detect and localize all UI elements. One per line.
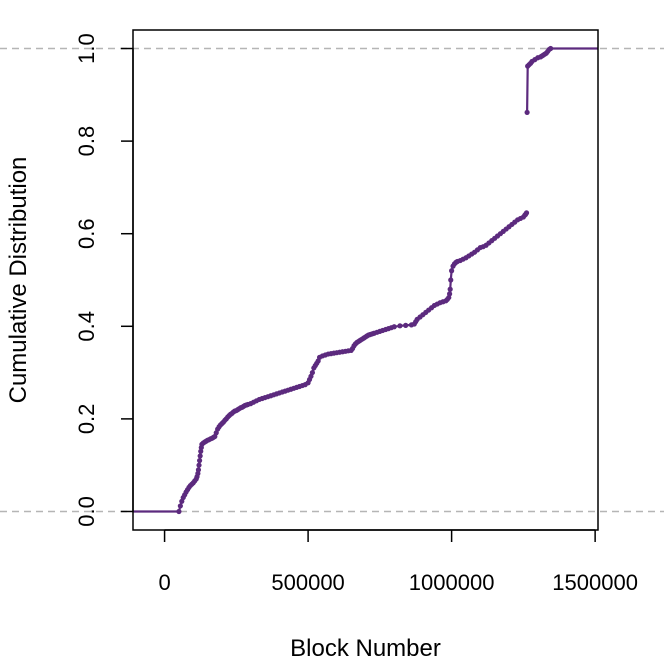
data-point: [196, 462, 202, 468]
y-tick-label: 0.2: [74, 404, 99, 435]
data-point: [403, 322, 409, 328]
data-points: [133, 45, 598, 515]
x-tick-label: 500000: [271, 570, 344, 595]
y-tick-label: 0.8: [74, 126, 99, 157]
y-axis-title: Cumulative Distribution: [5, 157, 32, 404]
data-point: [196, 457, 203, 464]
data-point: [176, 508, 182, 515]
y-tick-label: 0.0: [74, 496, 99, 527]
x-tick-label: 1000000: [409, 570, 495, 595]
data-point: [448, 277, 454, 283]
y-tick-label: 0.4: [74, 311, 99, 342]
data-point: [397, 323, 403, 329]
data-point: [524, 109, 530, 116]
y-axis: 0.0 0.2 0.4 0.6 0.8 1.0: [74, 33, 134, 527]
data-point: [195, 467, 202, 473]
data-point: [391, 324, 397, 330]
data-point: [309, 369, 315, 376]
y-tick-label: 1.0: [74, 33, 99, 64]
data-point: [447, 291, 453, 297]
x-axis: 0 500000 1000000 1500000: [158, 529, 638, 595]
reference-lines: [0, 47, 664, 513]
data-point: [197, 453, 203, 459]
points-trace: [133, 47, 598, 513]
x-tick-label: 1500000: [552, 570, 638, 595]
y-tick-label: 0.6: [74, 218, 99, 249]
data-point: [449, 268, 455, 274]
data-point: [548, 45, 554, 52]
data-point: [177, 503, 183, 509]
x-axis-title: Block Number: [290, 635, 441, 662]
data-point: [523, 210, 530, 216]
x-tick-label: 0: [158, 570, 170, 595]
data-point: [447, 286, 453, 292]
